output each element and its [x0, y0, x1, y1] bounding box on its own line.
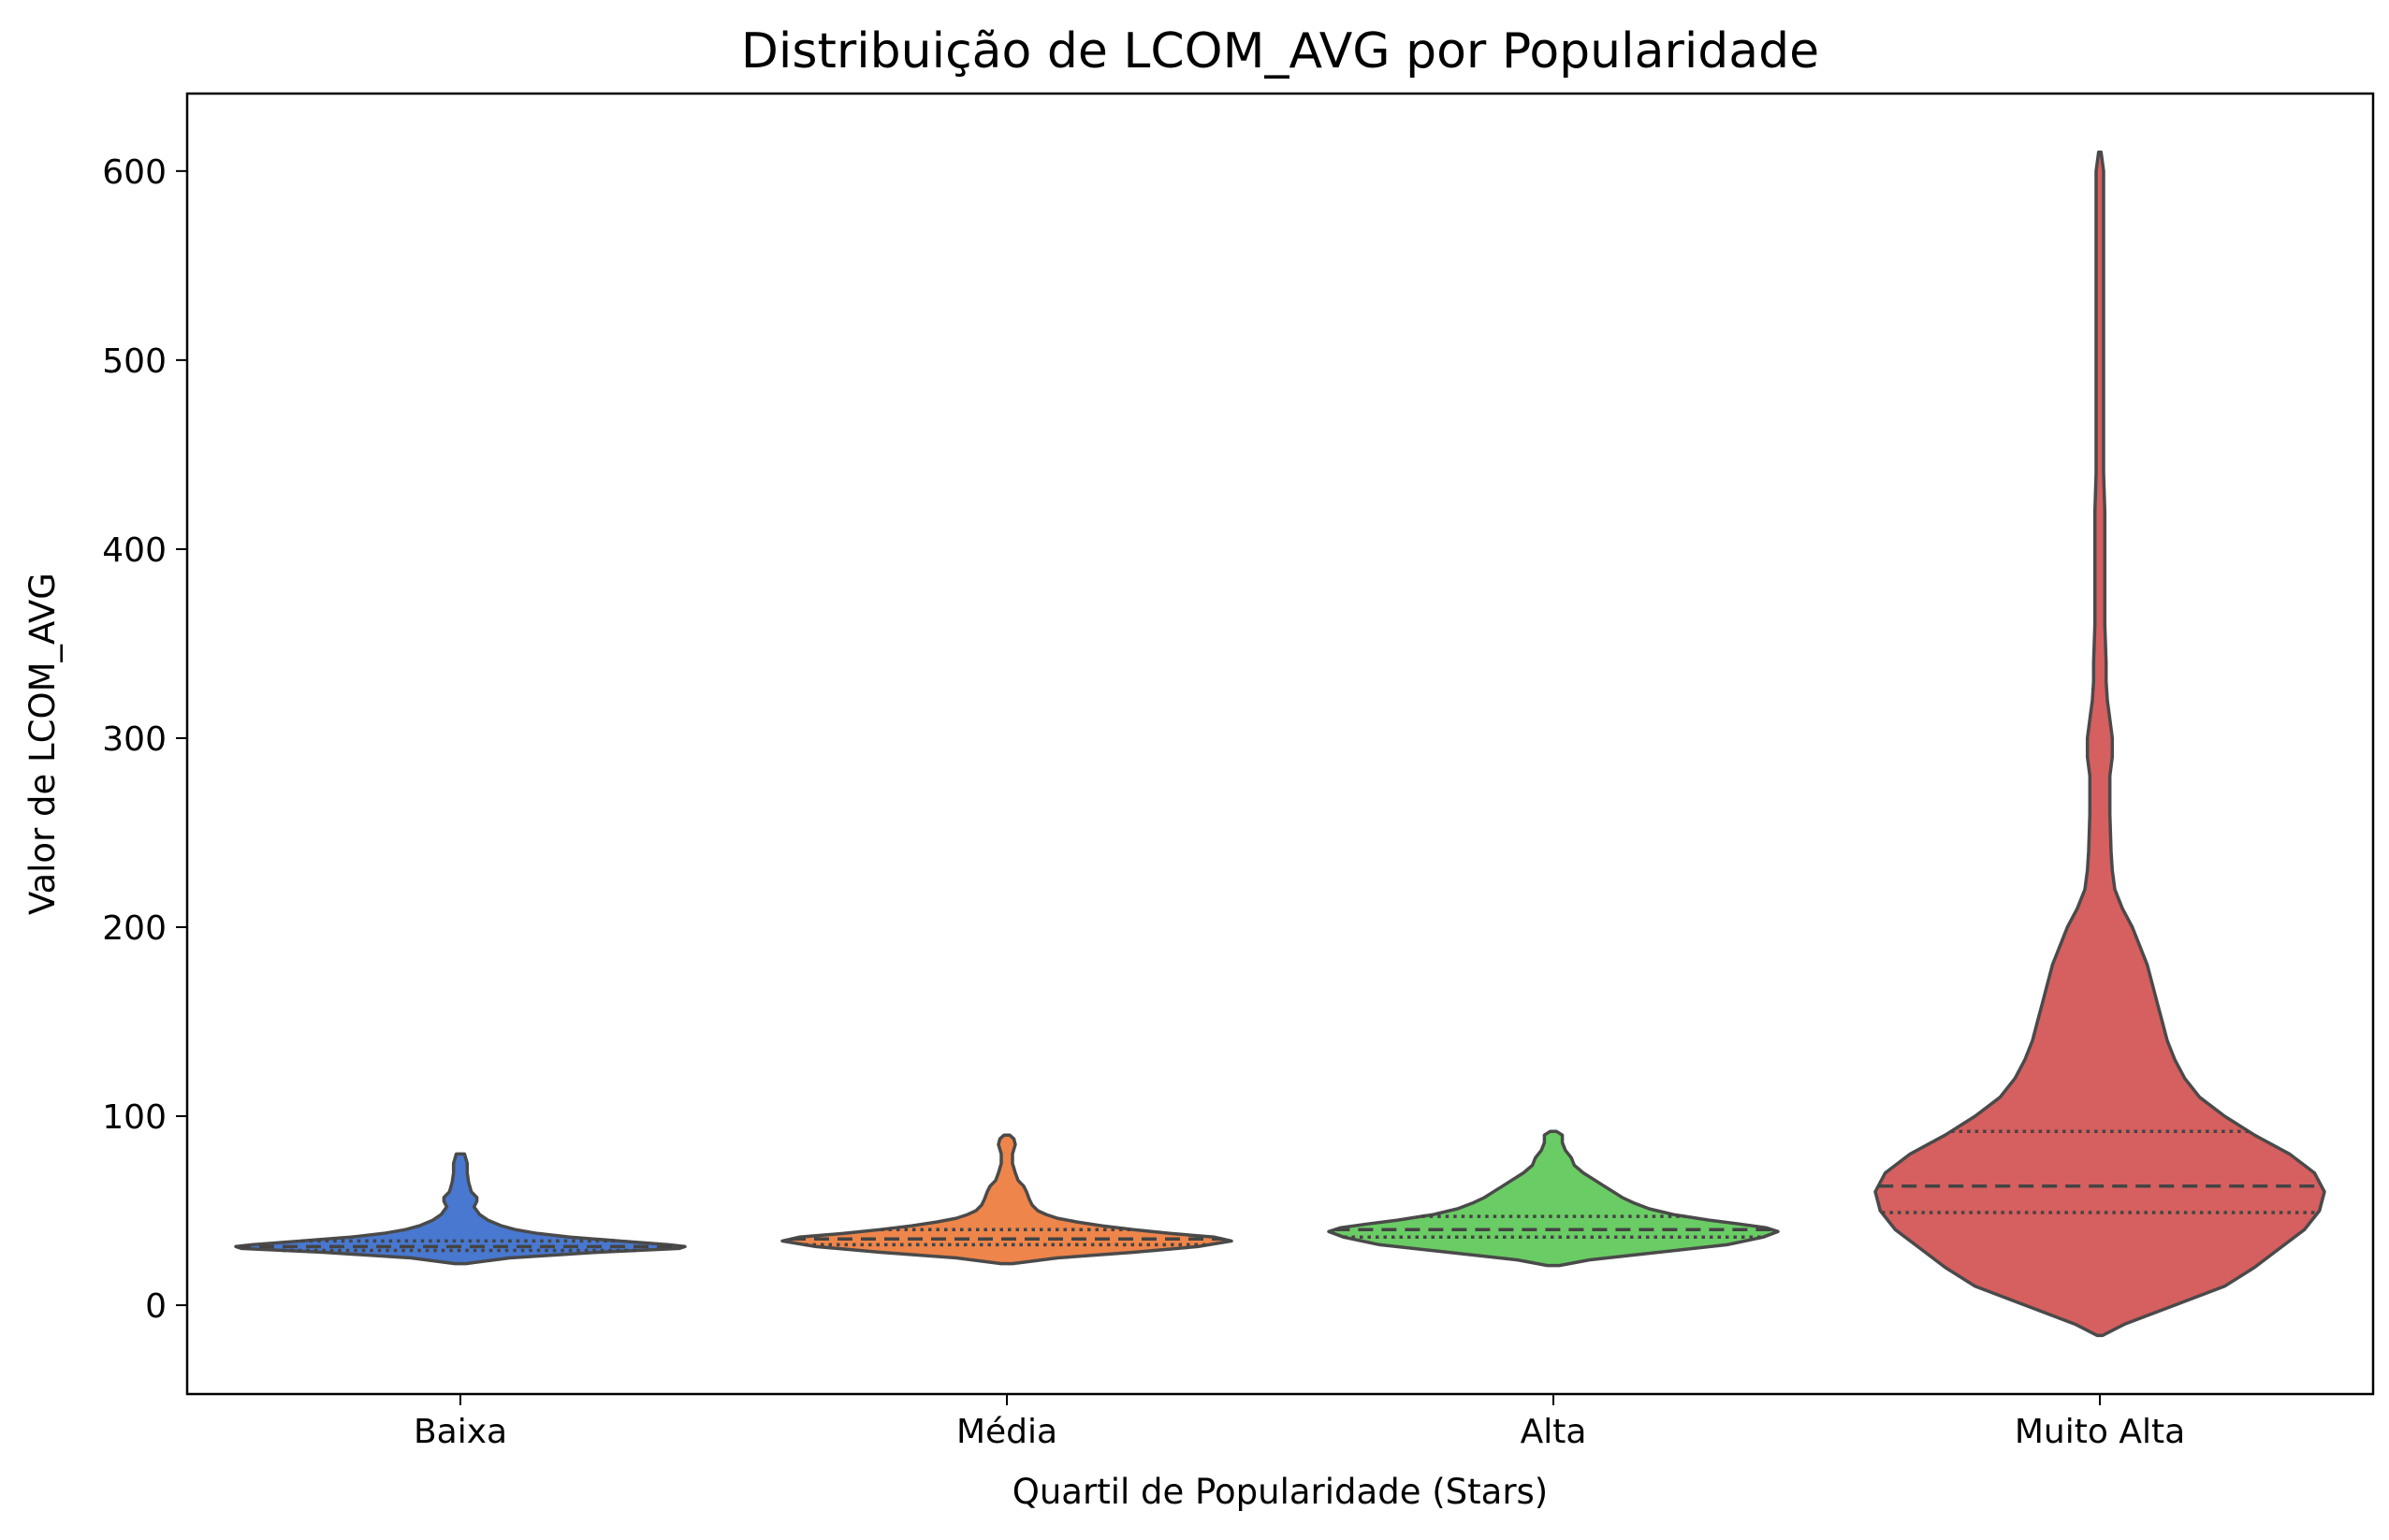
- y-tick-label: 500: [102, 342, 167, 381]
- violins-layer: [234, 150, 2326, 1338]
- y-tick-label: 0: [145, 1287, 167, 1326]
- y-axis: 0 100 200 300 400 500 600: [102, 153, 187, 1326]
- y-axis-label: Valor de LCOM_AVG: [22, 573, 63, 915]
- x-tick-label: Muito Alta: [2015, 1413, 2185, 1451]
- violin-média: [780, 1133, 1233, 1266]
- chart-title: Distribuição de LCOM_AVG por Popularidad…: [741, 23, 1819, 80]
- violin-body: [1327, 1129, 1780, 1268]
- plot-area-frame: [185, 92, 2375, 1396]
- y-tick-label: 300: [102, 720, 167, 759]
- y-tick-label: 600: [102, 153, 167, 192]
- x-axis-label: Quartil de Popularidade (Stars): [1012, 1472, 1549, 1512]
- x-tick-label: Baixa: [414, 1413, 507, 1451]
- y-tick-label: 200: [102, 909, 167, 948]
- violin-baixa: [234, 1152, 687, 1266]
- violin-body: [1873, 150, 2326, 1338]
- violin-muito-alta: [1873, 150, 2326, 1338]
- y-tick-label: 100: [102, 1098, 167, 1137]
- x-axis: Baixa Média Alta Muito Alta: [414, 1394, 2185, 1451]
- x-tick-label: Média: [956, 1413, 1057, 1451]
- y-tick-label: 400: [102, 531, 167, 570]
- violin-alta: [1327, 1129, 1780, 1268]
- x-tick-label: Alta: [1521, 1413, 1587, 1451]
